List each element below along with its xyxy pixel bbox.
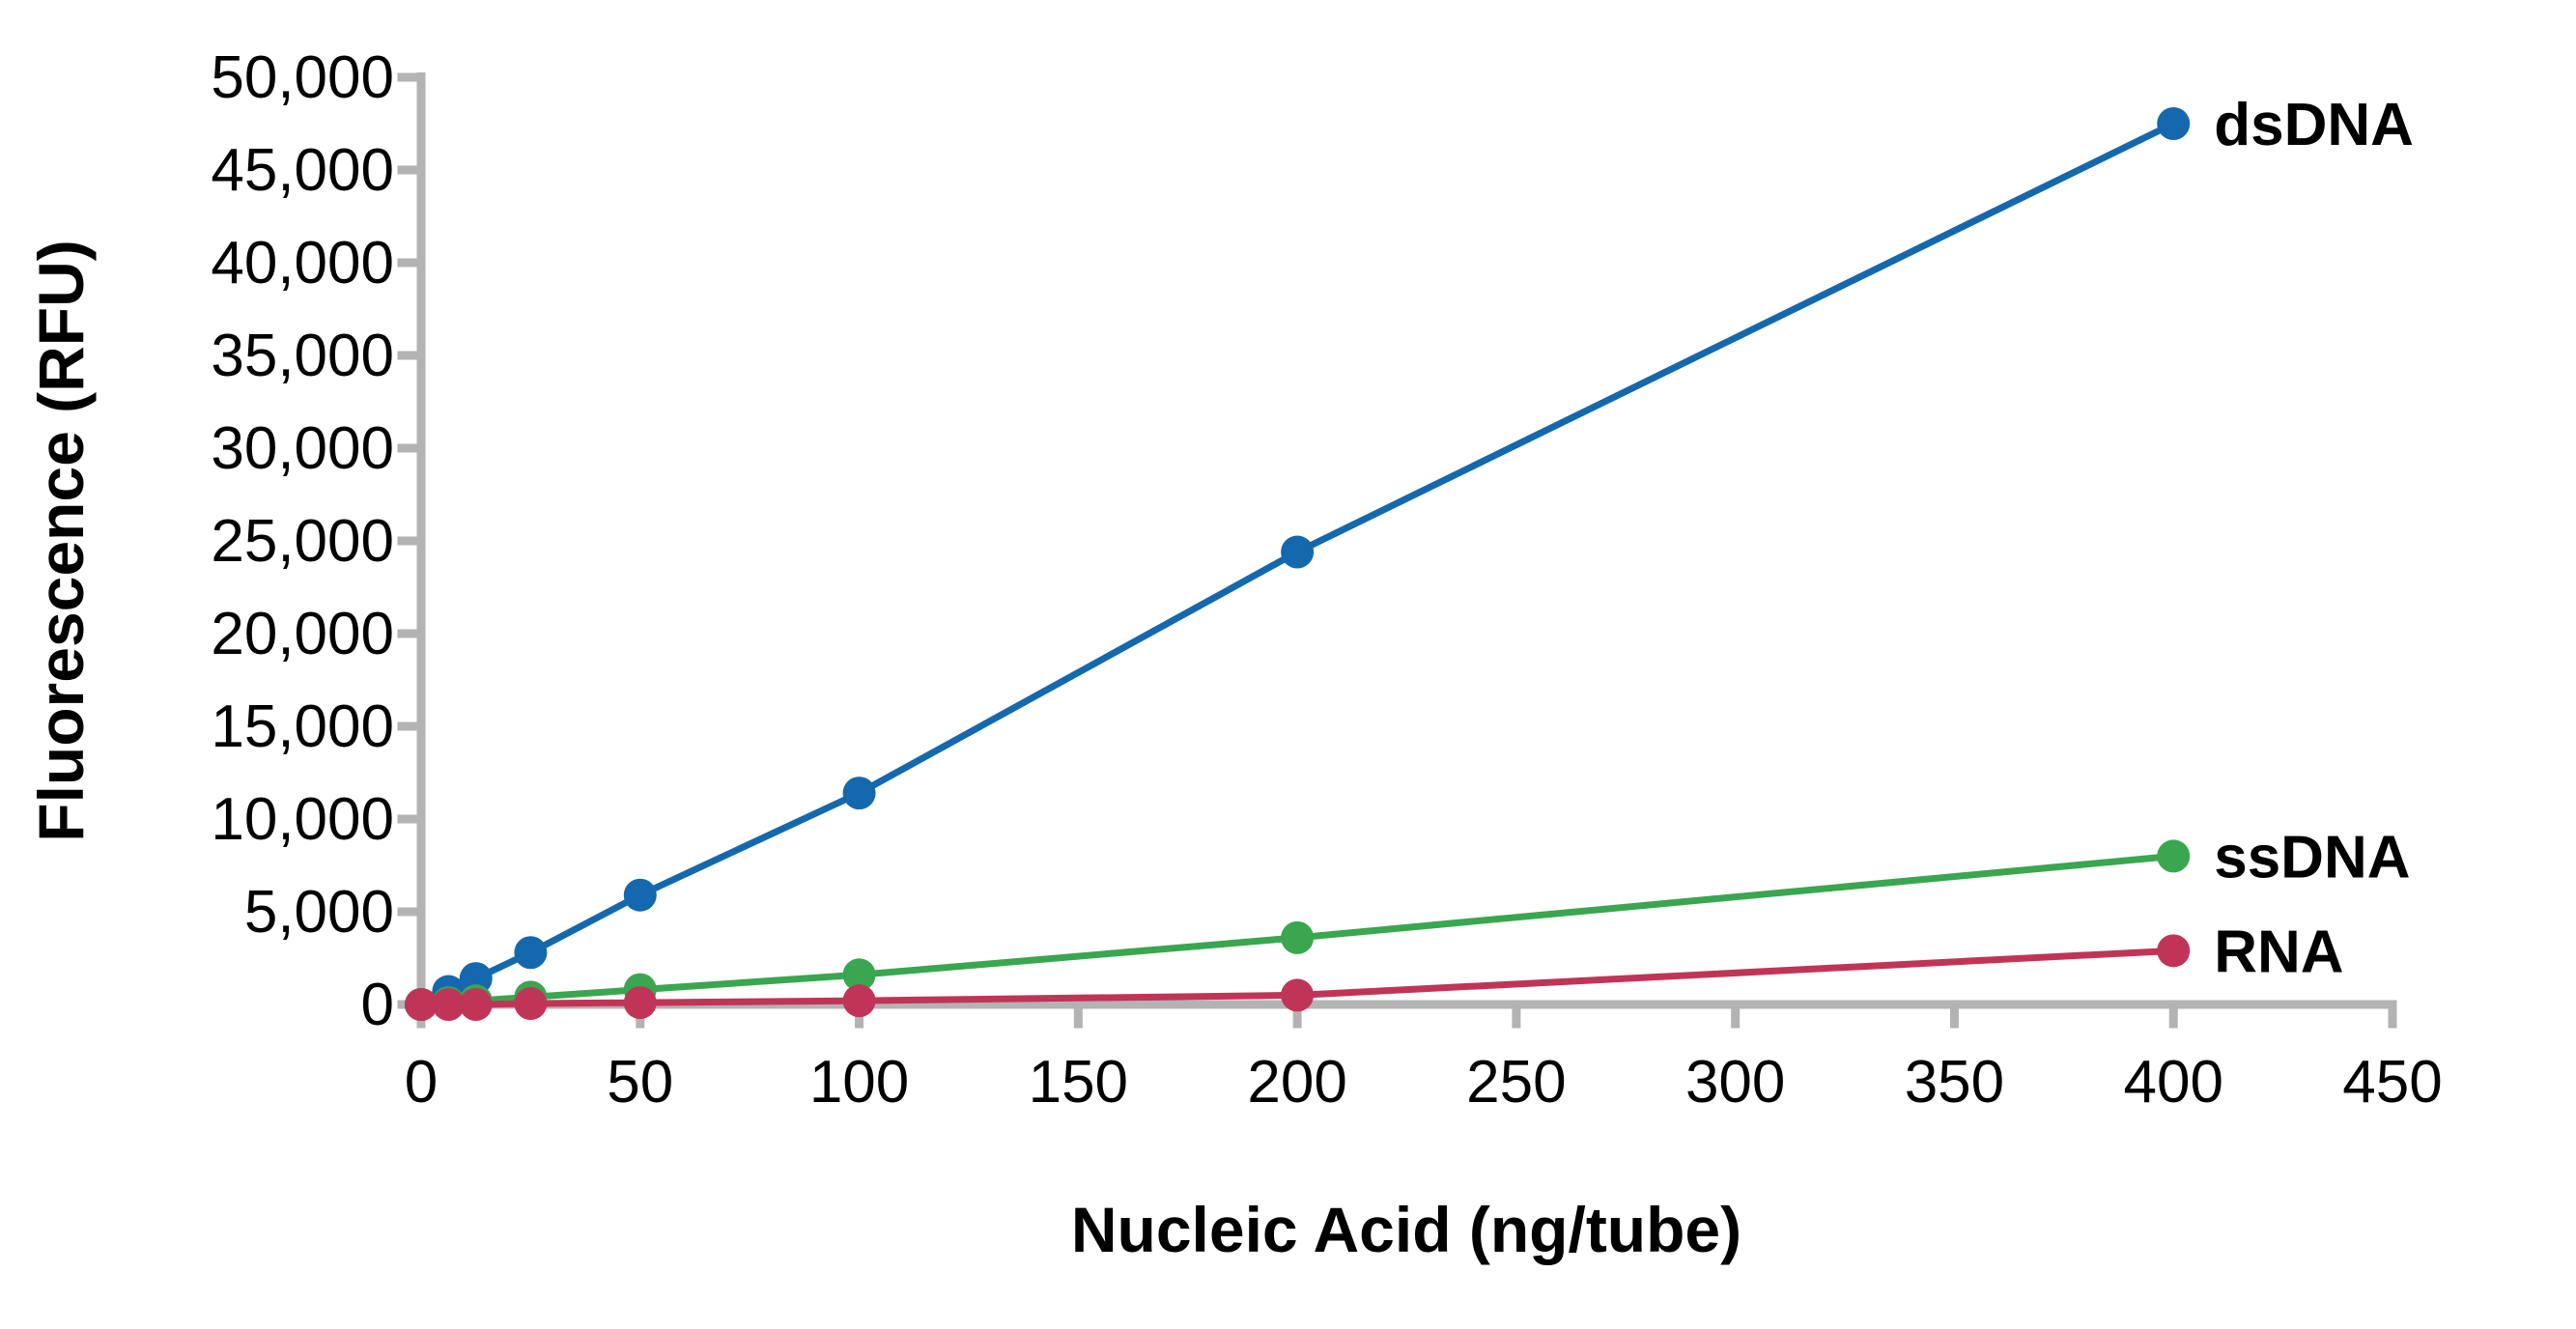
series-end-labels: dsDNA ssDNA RNA xyxy=(2214,92,2414,985)
series-label-RNA: RNA xyxy=(2214,919,2343,985)
data-point-RNA-6.25 xyxy=(432,988,466,1021)
y-tick-label-45000: 45,000 xyxy=(211,137,394,204)
y-tick-label-50000: 50,000 xyxy=(211,44,394,111)
data-series xyxy=(405,107,2191,1021)
y-tick-label-25000: 25,000 xyxy=(211,508,394,575)
series-label-ssDNA: ssDNA xyxy=(2214,824,2410,891)
x-axis-title: Nucleic Acid (ng/tube) xyxy=(1071,1194,1741,1265)
x-tick-label-100: 100 xyxy=(809,1049,909,1116)
x-tick-label-200: 200 xyxy=(1247,1049,1346,1116)
series-label-dsDNA: dsDNA xyxy=(2214,92,2414,158)
data-point-ssDNA-400 xyxy=(2157,839,2191,873)
data-point-ssDNA-100 xyxy=(842,958,876,992)
x-tick-label-400: 400 xyxy=(2123,1049,2222,1116)
y-tick-label-40000: 40,000 xyxy=(211,230,394,297)
x-tick-label-250: 250 xyxy=(1466,1049,1566,1116)
data-point-dsDNA-50 xyxy=(623,878,657,912)
data-point-dsDNA-200 xyxy=(1281,535,1315,569)
axis-tick-labels: 0 50 100 150 200 250 300 350 400 450 0 5,000 10,000 1… xyxy=(211,44,2442,1116)
data-point-RNA-25 xyxy=(514,987,548,1021)
y-tick-label-20000: 20,000 xyxy=(211,601,394,667)
data-point-RNA-12.5 xyxy=(459,988,493,1021)
y-tick-label-30000: 30,000 xyxy=(211,415,394,482)
data-point-dsDNA-25 xyxy=(514,936,548,970)
y-tick-label-10000: 10,000 xyxy=(211,786,394,853)
x-tick-label-450: 450 xyxy=(2342,1049,2442,1116)
x-tick-label-150: 150 xyxy=(1029,1049,1128,1116)
x-tick-label-50: 50 xyxy=(607,1049,673,1116)
data-point-RNA-100 xyxy=(842,984,876,1018)
y-axis-title: Fluorescence (RFU) xyxy=(25,240,97,841)
data-point-RNA-0 xyxy=(405,988,438,1021)
data-point-dsDNA-400 xyxy=(2157,107,2191,140)
x-tick-label-350: 350 xyxy=(1905,1049,2004,1116)
data-point-RNA-200 xyxy=(1281,978,1315,1012)
data-point-RNA-50 xyxy=(623,986,657,1020)
y-tick-label-0: 0 xyxy=(361,972,394,1038)
axis-ticks xyxy=(397,72,2397,1029)
y-tick-label-35000: 35,000 xyxy=(211,323,394,389)
x-tick-label-0: 0 xyxy=(405,1049,438,1116)
x-tick-label-300: 300 xyxy=(1685,1049,1785,1116)
axes xyxy=(416,72,2397,1009)
data-point-ssDNA-200 xyxy=(1281,920,1315,954)
y-tick-label-5000: 5,000 xyxy=(244,879,394,946)
data-point-dsDNA-100 xyxy=(842,777,876,810)
y-tick-label-15000: 15,000 xyxy=(211,693,394,760)
data-point-RNA-400 xyxy=(2157,934,2191,968)
